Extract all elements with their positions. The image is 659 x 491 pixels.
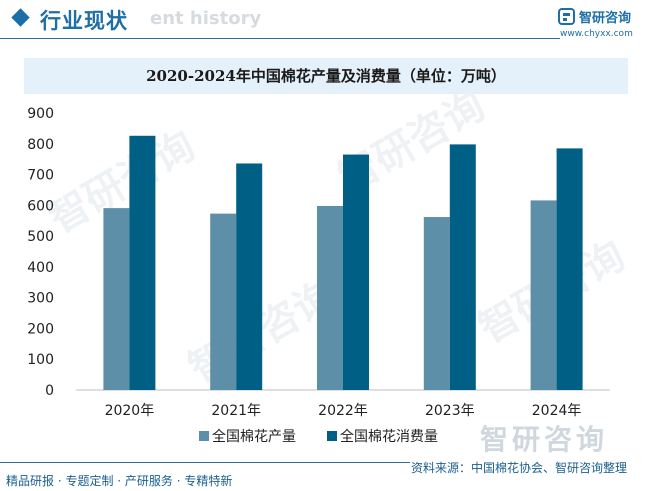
bar-consumption — [556, 148, 583, 390]
bar-consumption — [343, 154, 369, 390]
footer-tagline: 精品研报 · 专题定制 · 产研服务 · 专精特新 — [6, 474, 233, 488]
x-tick-label: 2023年 — [425, 403, 475, 419]
y-tick-label: 400 — [27, 260, 54, 276]
x-tick-label: 2020年 — [105, 403, 155, 419]
x-tick-label: 2021年 — [211, 403, 261, 419]
bar-production — [103, 208, 130, 390]
header-background-text: ent history — [150, 8, 262, 29]
bar-production — [423, 217, 450, 390]
header-divider — [0, 38, 560, 39]
legend-swatch — [199, 431, 209, 441]
company-logo: 智研咨询 www.chyxx.com — [558, 7, 653, 39]
legend-swatch — [327, 431, 337, 441]
bar-consumption — [129, 135, 156, 390]
footer-watermark-logo: 智研咨询 — [480, 423, 609, 456]
y-tick-label: 600 — [27, 198, 54, 214]
bar-production — [530, 200, 557, 390]
chart-title: 2020-2024年中国棉花产量及消费量（单位：万吨） — [146, 67, 506, 85]
logo-name: 智研咨询 — [579, 11, 632, 26]
y-tick-label: 100 — [27, 352, 54, 368]
y-tick-label: 300 — [27, 291, 54, 307]
logo-mark-icon — [558, 8, 575, 25]
y-tick-label: 200 — [27, 321, 54, 337]
y-tick-label: 800 — [27, 137, 54, 153]
data-source: 资料来源：中国棉花协会、智研咨询整理 — [411, 461, 628, 475]
section-title: 行业现状 — [40, 9, 128, 33]
bar-production — [210, 213, 237, 390]
bar-chart: 0 100 200 300 400 500 600 700 800 900 2020年 2021年 20… — [27, 106, 610, 445]
x-tick-label: 2024年 — [532, 403, 582, 419]
legend-label: 全国棉花产量 — [212, 428, 296, 445]
logo-url: www.chyxx.com — [560, 29, 633, 39]
legend-label: 全国棉花消费量 — [340, 428, 438, 445]
y-tick-label: 900 — [27, 106, 54, 122]
bar-consumption — [449, 144, 476, 390]
bar-consumption — [236, 163, 263, 390]
y-tick-label: 500 — [27, 229, 54, 245]
footer-divider — [0, 462, 410, 463]
y-tick-label: 700 — [27, 168, 54, 184]
header: ent history 行业现状 智研咨询 www.chyxx.com — [0, 0, 659, 40]
chart-title-bar: 2020-2024年中国棉花产量及消费量（单位：万吨） — [24, 58, 628, 94]
y-tick-label: 0 — [45, 383, 54, 399]
x-tick-label: 2022年 — [318, 403, 368, 419]
bar-production — [317, 205, 343, 390]
diamond-icon — [11, 8, 30, 27]
